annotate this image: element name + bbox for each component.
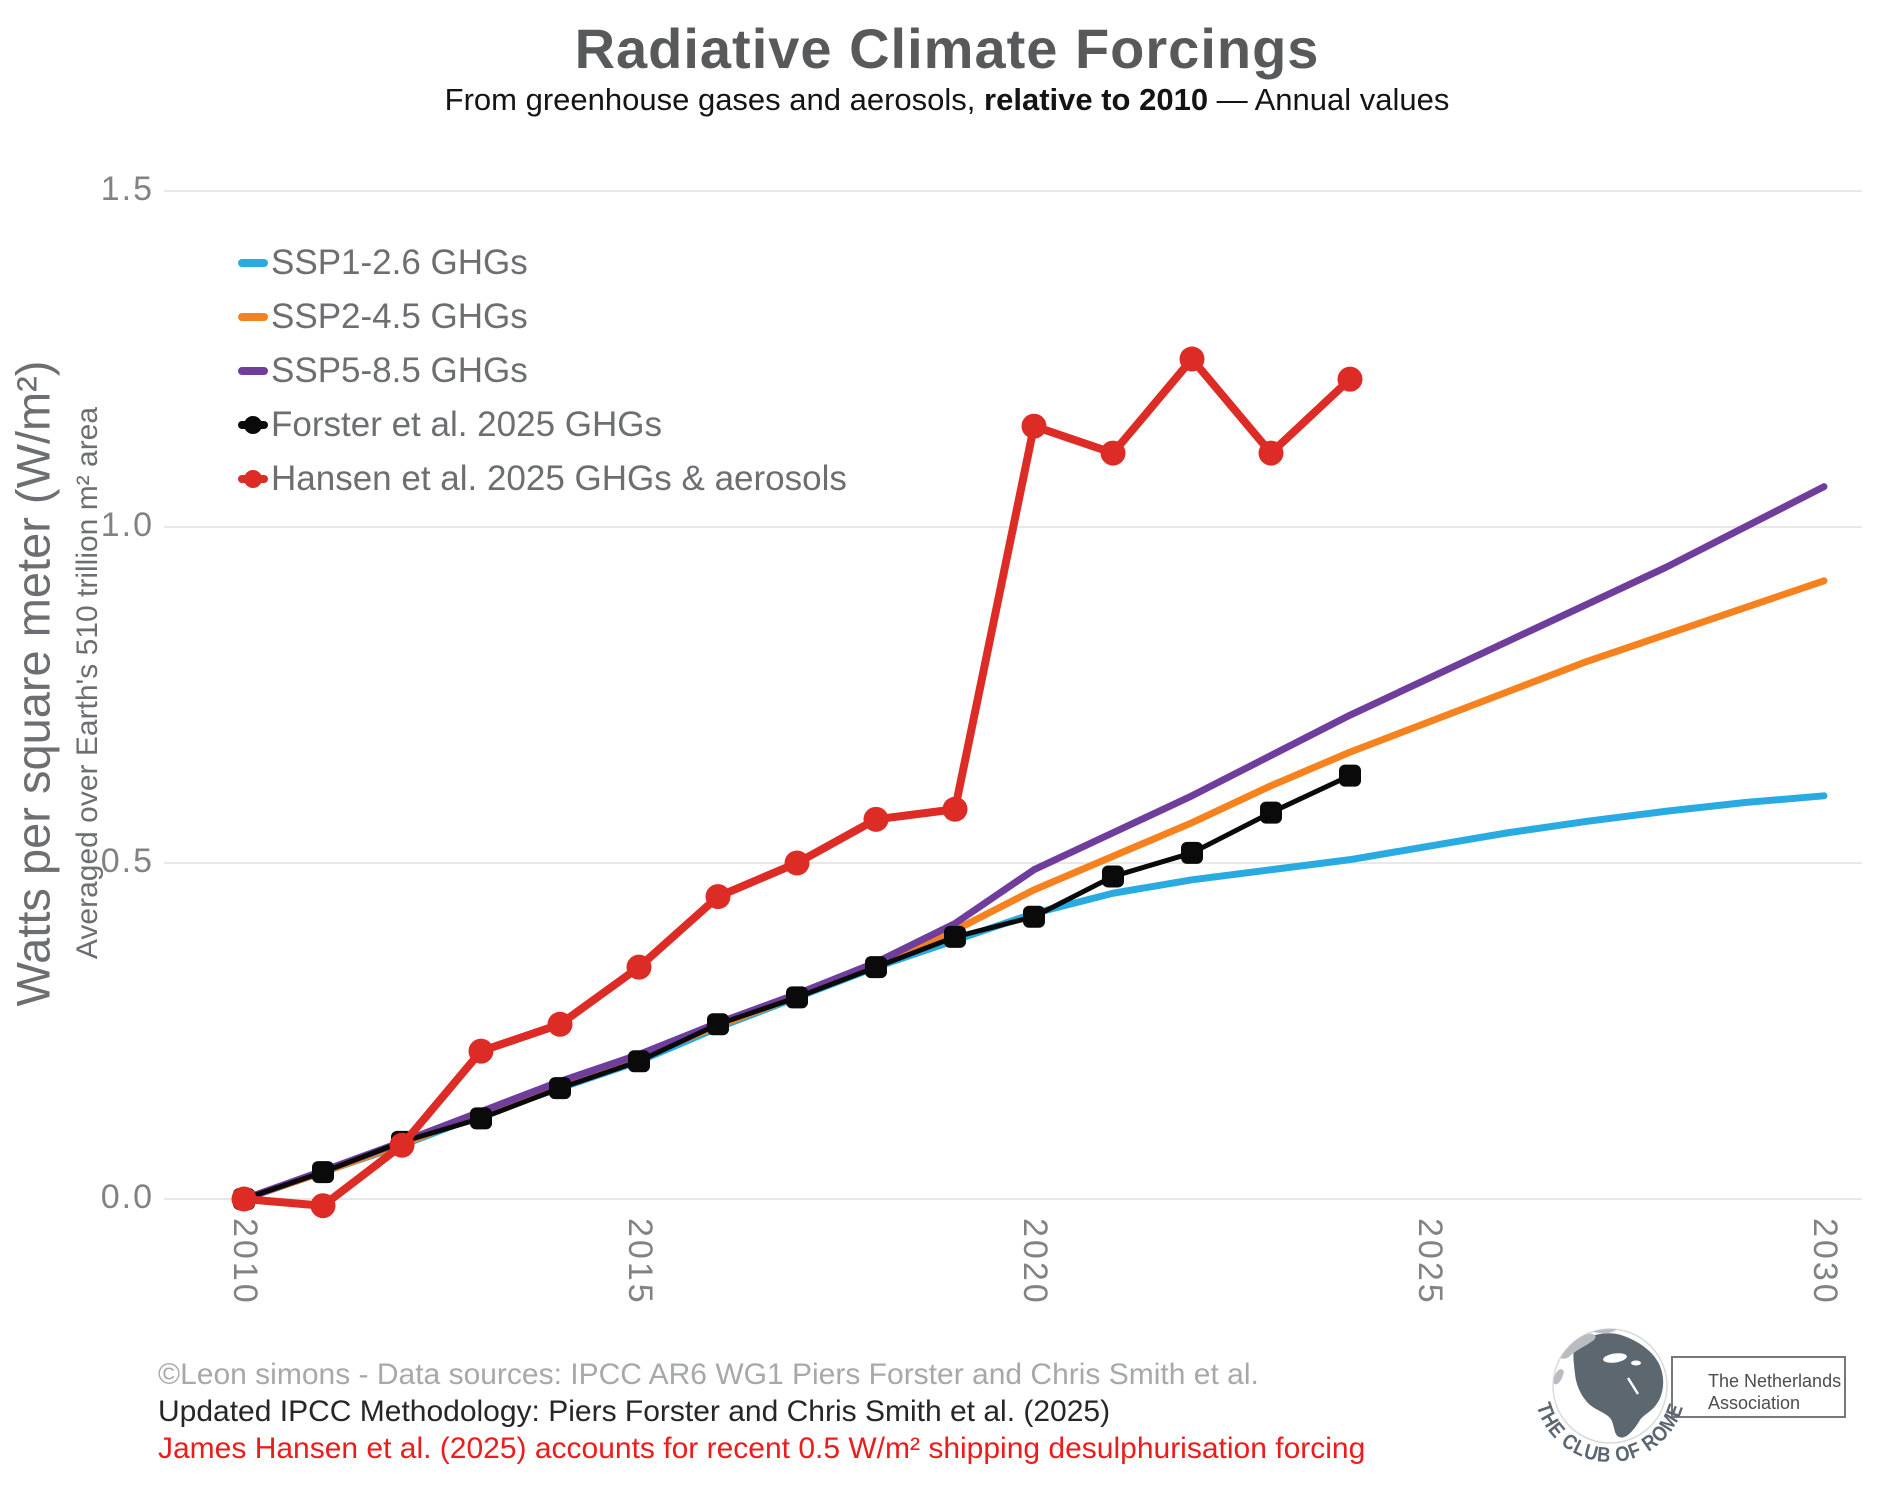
y-axis-sublabel: Averaged over Earth's 510 trillion m² ar… (71, 406, 104, 960)
x-tick-label: 2020 (1016, 1218, 1054, 1306)
x-tick-label: 2030 (1806, 1218, 1844, 1306)
legend-label: Hansen et al. 2025 GHGs & aerosols (271, 459, 847, 498)
legend-label: SSP1-2.6 GHGs (271, 243, 528, 282)
data-point (389, 1132, 415, 1158)
legend-line-icon (238, 259, 268, 267)
data-point (1260, 801, 1282, 824)
data-point (626, 954, 652, 980)
legend-item: Hansen et al. 2025 GHGs & aerosols (238, 452, 847, 506)
data-point (707, 1013, 729, 1036)
y-tick-label: 0.0 (100, 1178, 154, 1216)
legend-swatch (238, 290, 268, 344)
legend-marker-icon (244, 470, 262, 488)
globe-icon (1552, 1328, 1668, 1444)
data-point (310, 1193, 336, 1219)
club-of-rome-logo: The Netherlands Association THE CLUB OF … (1532, 1328, 1846, 1467)
data-point (942, 796, 968, 822)
data-point (1023, 905, 1045, 928)
legend-swatch (238, 452, 268, 506)
legend-swatch (238, 398, 268, 452)
data-point (865, 956, 887, 979)
data-point (1100, 440, 1126, 466)
series-line-ssp5-8-5-ghgs (240, 483, 1828, 1203)
series-line-ssp2-4-5-ghgs (240, 577, 1828, 1203)
netherlands-box-line1: The Netherlands (1708, 1371, 1841, 1391)
netherlands-box-line2: Association (1708, 1393, 1800, 1413)
legend-item: SSP2-4.5 GHGs (238, 290, 847, 344)
netherlands-box: The Netherlands Association (1671, 1356, 1846, 1418)
data-point (1258, 440, 1284, 466)
legend-item: Forster et al. 2025 GHGs (238, 398, 847, 452)
footer-credit-line: ©Leon simons - Data sources: IPCC AR6 WG… (158, 1358, 1259, 1391)
data-point (628, 1050, 650, 1073)
legend-label: SSP5-8.5 GHGs (271, 351, 528, 390)
x-tick-label: 2010 (226, 1218, 264, 1306)
data-point (470, 1107, 492, 1130)
y-tick-label: 1.5 (100, 170, 154, 208)
data-point (1339, 764, 1361, 787)
legend-item: SSP5-8.5 GHGs (238, 344, 847, 398)
subtitle-bold: relative to 2010 (984, 82, 1209, 117)
footer-credits: ©Leon simons - Data sources: IPCC AR6 WG… (158, 1356, 1365, 1467)
data-point (863, 806, 889, 832)
data-point (1179, 346, 1205, 372)
x-tick-label: 2025 (1411, 1218, 1449, 1306)
footer-methodology-line: Updated IPCC Methodology: Piers Forster … (158, 1395, 1111, 1428)
legend-line-icon (238, 367, 268, 375)
data-point (705, 884, 731, 910)
legend-item: SSP1-2.6 GHGs (238, 236, 847, 290)
data-point (1181, 841, 1203, 864)
data-point (1021, 413, 1047, 439)
legend-swatch (238, 236, 268, 290)
legend-line-icon (238, 313, 268, 321)
data-point (1337, 366, 1363, 392)
chart-title: Radiative Climate Forcings (574, 17, 1320, 80)
legend-marker-icon (244, 416, 262, 434)
data-point (786, 986, 808, 1009)
data-point (312, 1161, 334, 1184)
legend-label: Forster et al. 2025 GHGs (271, 405, 662, 444)
legend: SSP1-2.6 GHGs SSP2-4.5 GHGs SSP5-8.5 GHGs F… (238, 236, 847, 506)
data-point (1102, 865, 1124, 888)
data-point (944, 925, 966, 948)
x-tick-label: 2015 (621, 1218, 659, 1306)
legend-swatch (238, 344, 268, 398)
legend-label: SSP2-4.5 GHGs (271, 297, 528, 336)
subtitle-post: — Annual values (1208, 82, 1450, 117)
data-point (549, 1077, 571, 1100)
y-tick-label: 1.0 (100, 506, 154, 544)
chart-subtitle: From greenhouse gases and aerosols, rela… (0, 82, 1894, 118)
data-point (468, 1038, 494, 1064)
footer-hansen-note-line: James Hansen et al. (2025) accounts for … (158, 1432, 1366, 1465)
subtitle-pre: From greenhouse gases and aerosols, (444, 82, 985, 117)
y-axis-label: Watts per square meter (W/m²) (6, 360, 60, 1007)
data-point (231, 1186, 257, 1212)
series-line-ssp1-2-6-ghgs (240, 792, 1828, 1203)
y-tick-label: 0.5 (100, 842, 154, 880)
data-point (547, 1011, 573, 1037)
data-point (784, 850, 810, 876)
